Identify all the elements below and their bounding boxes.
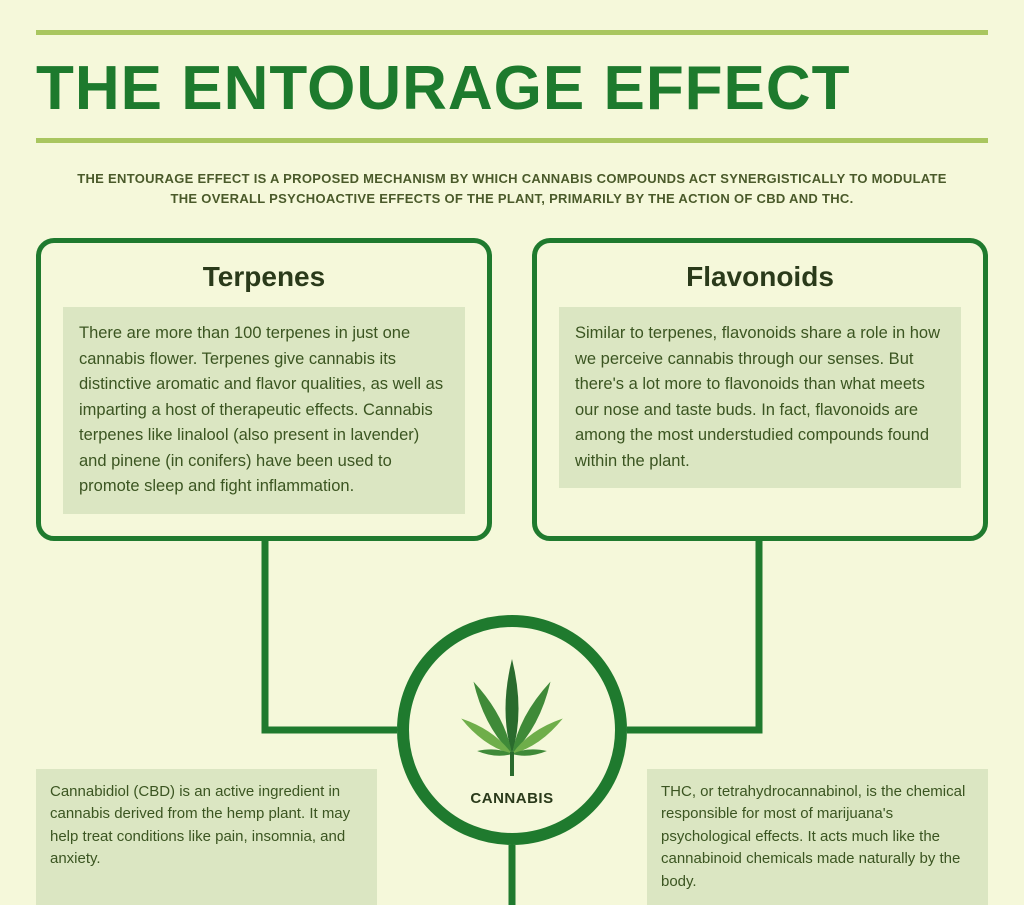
cannabis-leaf-icon bbox=[437, 654, 587, 784]
card-title-flavonoids: Flavonoids bbox=[559, 261, 961, 293]
card-title-terpenes: Terpenes bbox=[63, 261, 465, 293]
subtitle: THE ENTOURAGE EFFECT IS A PROPOSED MECHA… bbox=[36, 169, 988, 208]
footnotes-row: Cannabidiol (CBD) is an active ingredien… bbox=[36, 769, 988, 905]
card-body-terpenes: There are more than 100 terpenes in just… bbox=[63, 307, 465, 514]
main-title: THE ENTOURAGE EFFECT bbox=[36, 35, 988, 138]
cards-row: Terpenes There are more than 100 terpene… bbox=[36, 238, 988, 541]
infographic-page: THE ENTOURAGE EFFECT THE ENTOURAGE EFFEC… bbox=[0, 0, 1024, 905]
card-flavonoids: Flavonoids Similar to terpenes, flavonoi… bbox=[532, 238, 988, 541]
footnote-thc: THC, or tetrahydrocannabinol, is the che… bbox=[647, 769, 988, 905]
card-body-flavonoids: Similar to terpenes, flavonoids share a … bbox=[559, 307, 961, 488]
footnote-cbd: Cannabidiol (CBD) is an active ingredien… bbox=[36, 769, 377, 905]
bottom-rule bbox=[36, 138, 988, 143]
card-terpenes: Terpenes There are more than 100 terpene… bbox=[36, 238, 492, 541]
subtitle-line-2: THE OVERALL PSYCHOACTIVE EFFECTS OF THE … bbox=[170, 191, 853, 206]
subtitle-line-1: THE ENTOURAGE EFFECT IS A PROPOSED MECHA… bbox=[77, 171, 947, 186]
